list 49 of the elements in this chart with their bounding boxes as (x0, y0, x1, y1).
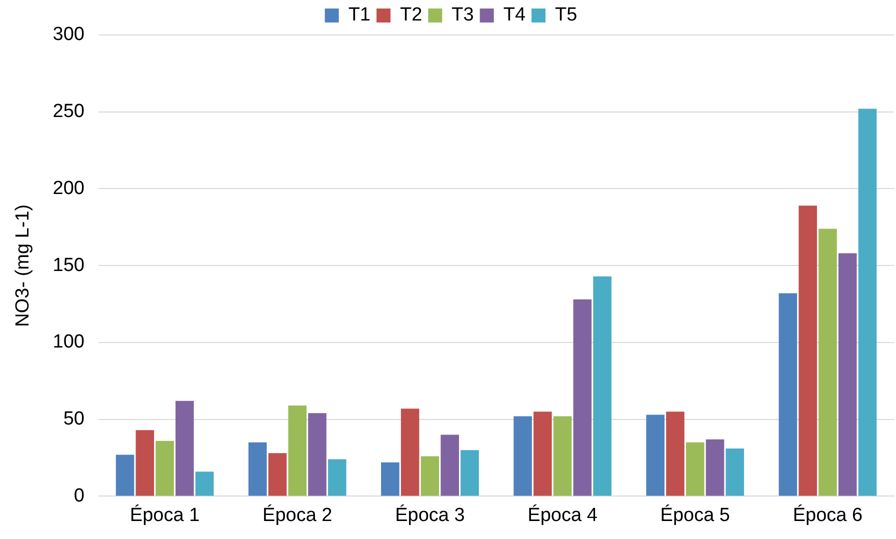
legend-label: T5 (555, 4, 578, 26)
x-tick-label: Época 1 (130, 504, 200, 526)
bar (534, 412, 552, 496)
legend-label: T1 (348, 4, 371, 26)
legend-label: T3 (452, 4, 474, 26)
y-tick-label: 150 (52, 254, 84, 276)
y-axis-title: NO3- (mg L-1) (12, 204, 34, 327)
bar (195, 472, 214, 496)
legend-label: T4 (503, 4, 526, 26)
y-tick-label: 200 (52, 178, 84, 199)
bar (136, 430, 154, 496)
bar (308, 413, 326, 496)
bar (328, 459, 346, 496)
x-tick-label: Época 3 (395, 504, 465, 526)
x-tick-label: Época 2 (262, 504, 332, 526)
bar (838, 253, 857, 496)
x-tick-label: Época 6 (792, 504, 863, 526)
bar (268, 453, 287, 496)
y-tick-label: 50 (63, 408, 84, 430)
bar (460, 450, 479, 496)
x-tick-label: Época 4 (528, 504, 598, 526)
bar (248, 442, 267, 496)
legend-label: T2 (400, 4, 422, 26)
bar (706, 439, 724, 496)
bar (778, 293, 798, 496)
bar (440, 434, 459, 496)
bar (818, 228, 837, 496)
y-tick-label: 300 (52, 24, 84, 46)
bar (381, 462, 400, 496)
bar (726, 448, 744, 496)
bar (646, 414, 664, 496)
bar (176, 400, 194, 496)
bar (553, 416, 572, 496)
bar (573, 299, 592, 496)
bar (420, 456, 440, 496)
y-tick-label: 0 (74, 485, 84, 506)
bar (514, 416, 532, 496)
y-tick-label: 250 (52, 101, 84, 122)
bar (798, 206, 817, 496)
bar (686, 442, 704, 496)
bar (288, 406, 307, 496)
bar (593, 276, 612, 496)
bar (400, 408, 420, 496)
bar (156, 440, 174, 496)
y-tick-label: 100 (52, 332, 84, 353)
bar (116, 454, 134, 496)
bar (858, 108, 877, 496)
bar (666, 412, 684, 496)
x-tick-label: Época 5 (660, 504, 730, 526)
